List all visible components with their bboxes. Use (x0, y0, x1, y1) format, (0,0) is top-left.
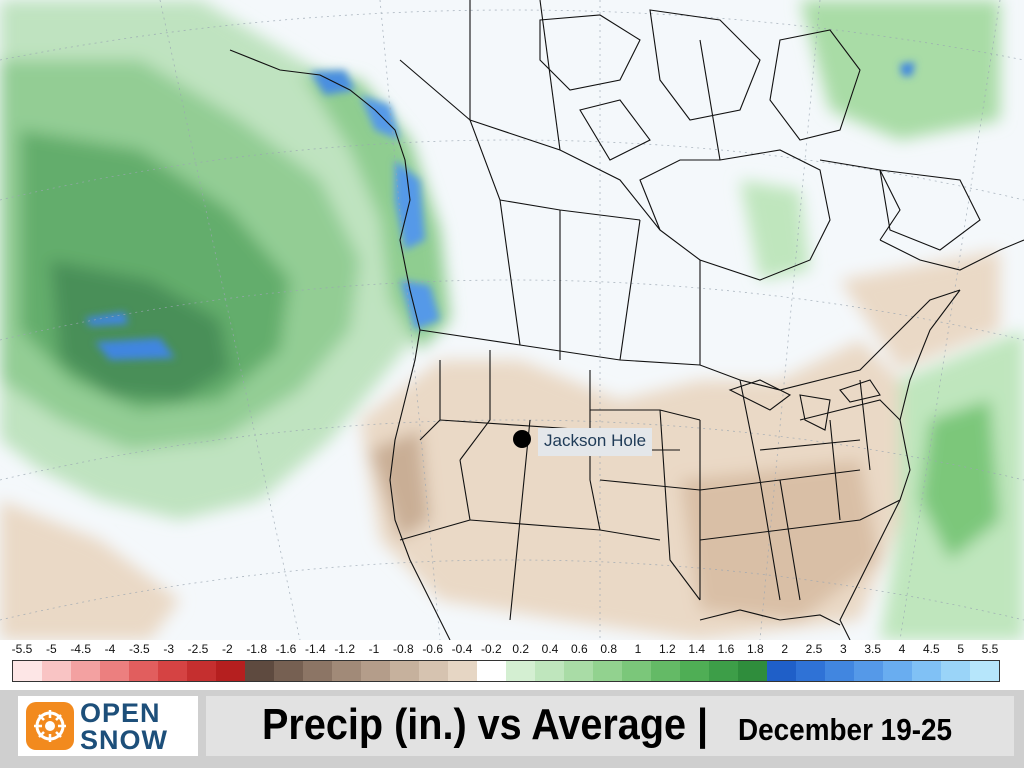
opensnow-logo: OPEN SNOW (18, 696, 198, 756)
legend-tick-label: -2.5 (187, 642, 209, 656)
legend-swatch (448, 661, 477, 681)
legend-swatch (535, 661, 564, 681)
legend-tick-label: -1.8 (246, 642, 267, 656)
legend-tick-label: 5.5 (981, 642, 999, 656)
legend-tick-label: -1.2 (334, 642, 355, 656)
legend-swatch (390, 661, 419, 681)
legend-tick-label: 0.2 (512, 642, 529, 656)
legend-swatch (216, 661, 245, 681)
logo-line-1: OPEN (80, 698, 161, 728)
precip-shading (0, 0, 1024, 640)
legend-swatch (158, 661, 187, 681)
jackson-hole-marker-dot (513, 430, 531, 448)
legend-tick-label: 2.5 (805, 642, 823, 656)
legend-swatch (13, 661, 42, 681)
legend-tick-label: -1.6 (275, 642, 297, 656)
legend-swatch (419, 661, 448, 681)
legend-color-bar (12, 660, 1000, 682)
legend-tick-label: 3.5 (864, 642, 881, 656)
legend-tick-label: -3.5 (128, 642, 150, 656)
legend-swatch (709, 661, 738, 681)
legend-swatch (129, 661, 158, 681)
legend-swatch (767, 661, 796, 681)
legend-swatch (680, 661, 709, 681)
legend-swatch (332, 661, 361, 681)
title-box: Precip (in.) vs Average | December 19-25 (206, 696, 1014, 756)
map-title-text: Precip (in.) vs Average (262, 700, 687, 749)
legend-tick-label: 4.5 (922, 642, 940, 656)
legend-tick-label: -0.4 (451, 642, 473, 656)
legend-swatch (941, 661, 970, 681)
legend-swatch (361, 661, 390, 681)
precipitation-anomaly-map (0, 0, 1024, 640)
legend-swatch (245, 661, 274, 681)
legend-tick-label: 0.8 (600, 642, 617, 656)
legend-swatch (622, 661, 651, 681)
opensnow-wordmark: OPEN SNOW (80, 700, 196, 754)
legend-tick-label: -0.8 (392, 642, 414, 656)
legend-swatch (883, 661, 912, 681)
legend-tick-label: -4.5 (70, 642, 91, 656)
legend-tick-label: -5 (45, 642, 57, 656)
legend-swatch (854, 661, 883, 681)
legend-swatch (187, 661, 216, 681)
legend-tick-label: 1.6 (717, 642, 735, 656)
legend-tick-label: 2 (781, 642, 788, 656)
legend-swatch (564, 661, 593, 681)
legend-tick-label: 1.8 (746, 642, 764, 656)
legend-swatch (303, 661, 332, 681)
legend-tick-label: -2 (221, 642, 233, 656)
legend-tick-labels: -5.5 -5 -4.5 -4 -3.5 -3 -2.5 -2 -1.8 -1.6 -1.4 -1.2… (8, 642, 1016, 658)
graticule (0, 0, 1024, 640)
jackson-hole-label: Jackson Hole (538, 428, 653, 456)
color-scale-legend: -5.5 -5 -4.5 -4 -3.5 -3 -2.5 -2 -1.8 -1.6 -1.4 -1.2… (8, 640, 1016, 686)
legend-tick-label: -5.5 (11, 642, 33, 656)
legend-swatch (506, 661, 535, 681)
legend-tick-label: 5 (957, 642, 964, 656)
legend-swatch (42, 661, 71, 681)
legend-swatch (651, 661, 680, 681)
legend-swatch (738, 661, 767, 681)
legend-swatch (593, 661, 622, 681)
legend-swatch (100, 661, 129, 681)
legend-tick-label: 0.6 (570, 642, 588, 656)
date-range: December 19-25 (738, 712, 953, 747)
legend-swatch (71, 661, 100, 681)
legend-swatch (796, 661, 825, 681)
legend-tick-label: 1.4 (688, 642, 705, 656)
legend-swatch (825, 661, 854, 681)
boundaries (229, 0, 1024, 640)
legend-tick-label: 1 (634, 642, 642, 656)
legend-swatch (477, 661, 506, 681)
legend-tick-label: 1.2 (658, 642, 676, 656)
title-banner: OPEN SNOW Precip (in.) vs Average | Dece… (0, 690, 1024, 768)
opensnow-logo-icon (26, 702, 74, 750)
legend-tick-label: 4 (898, 642, 906, 656)
legend-swatch (912, 661, 941, 681)
legend-tick-label: -0.2 (480, 642, 502, 656)
legend-tick-label: 0.4 (541, 642, 559, 656)
map-title: Precip (in.) vs Average | (262, 700, 708, 750)
legend-tick-label: -0.6 (422, 642, 443, 656)
legend-tick-label: -4 (104, 642, 116, 656)
legend-tick-label: -1 (368, 642, 380, 656)
legend-swatch (274, 661, 303, 681)
legend-tick-label: -3 (163, 642, 174, 656)
logo-line-2: SNOW (80, 725, 168, 755)
title-separator: | (697, 700, 709, 749)
legend-tick-label: 3 (839, 642, 847, 656)
legend-tick-label: -1.4 (304, 642, 326, 656)
legend-swatch (970, 661, 999, 681)
